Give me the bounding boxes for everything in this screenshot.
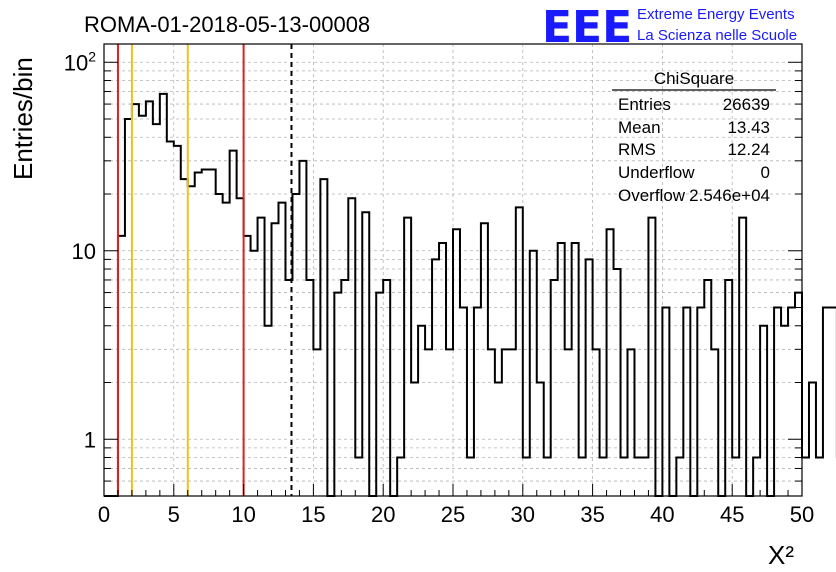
y-axis-label: Entries/bin [8,57,38,180]
x-tick-label: 0 [98,502,110,527]
x-tick-label: 50 [790,502,814,527]
stats-value-mean: 13.43 [727,118,770,137]
y-tick-label: 1 [84,427,96,452]
x-tick-label: 45 [720,502,744,527]
y-tick-label: 10 [72,239,96,264]
histogram [104,92,836,497]
y-tick-label: 102 [64,48,96,75]
stats-title: ChiSquare [654,69,734,88]
x-tick-label: 10 [231,502,255,527]
stats-value-rms: 12.24 [727,140,770,159]
stats-label-entries: Entries [618,95,671,114]
x-tick-label: 40 [650,502,674,527]
stats-value-overflow: 2.546e+04 [689,186,770,205]
logo-line-1: Extreme Energy Events [637,6,795,23]
stats-label-rms: RMS [618,140,656,159]
y-tick-exponent: 2 [88,48,96,64]
stats-label-underflow: Underflow [618,163,695,182]
histogram-outline [104,92,836,497]
stats-label-overflow: Overflow [618,186,686,205]
stats-value-entries: 26639 [723,95,770,114]
x-tick-label: 20 [371,502,395,527]
reference-lines [116,44,293,496]
stats-value-underflow: 0 [761,163,770,182]
x-axis-label: X² [768,540,794,570]
stats-label-mean: Mean [618,118,661,137]
x-tick-label: 35 [580,502,604,527]
x-tick-label: 30 [511,502,535,527]
logo-line-2: La Scienza nelle Scuole [637,27,797,44]
x-tick-label: 25 [441,502,465,527]
stats-box: ChiSquare Entries 26639 Mean 13.43 RMS 1… [612,69,776,205]
x-tick-label: 15 [301,502,325,527]
eee-logo: EEE [542,2,632,53]
x-tick-label: 5 [168,502,180,527]
chart-title: ROMA-01-2018-05-13-00008 [84,12,370,37]
